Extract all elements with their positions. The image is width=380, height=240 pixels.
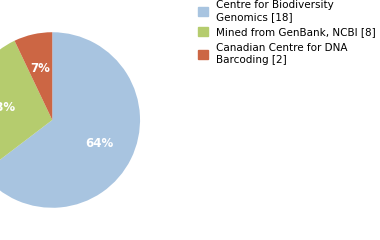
Text: 7%: 7% bbox=[31, 62, 51, 75]
Text: 64%: 64% bbox=[86, 137, 114, 150]
Wedge shape bbox=[14, 32, 52, 120]
Legend: Centre for Biodiversity
Genomics [18], Mined from GenBank, NCBI [8], Canadian Ce: Centre for Biodiversity Genomics [18], M… bbox=[198, 0, 376, 65]
Text: 28%: 28% bbox=[0, 101, 15, 114]
Wedge shape bbox=[0, 41, 52, 173]
Wedge shape bbox=[0, 32, 140, 208]
